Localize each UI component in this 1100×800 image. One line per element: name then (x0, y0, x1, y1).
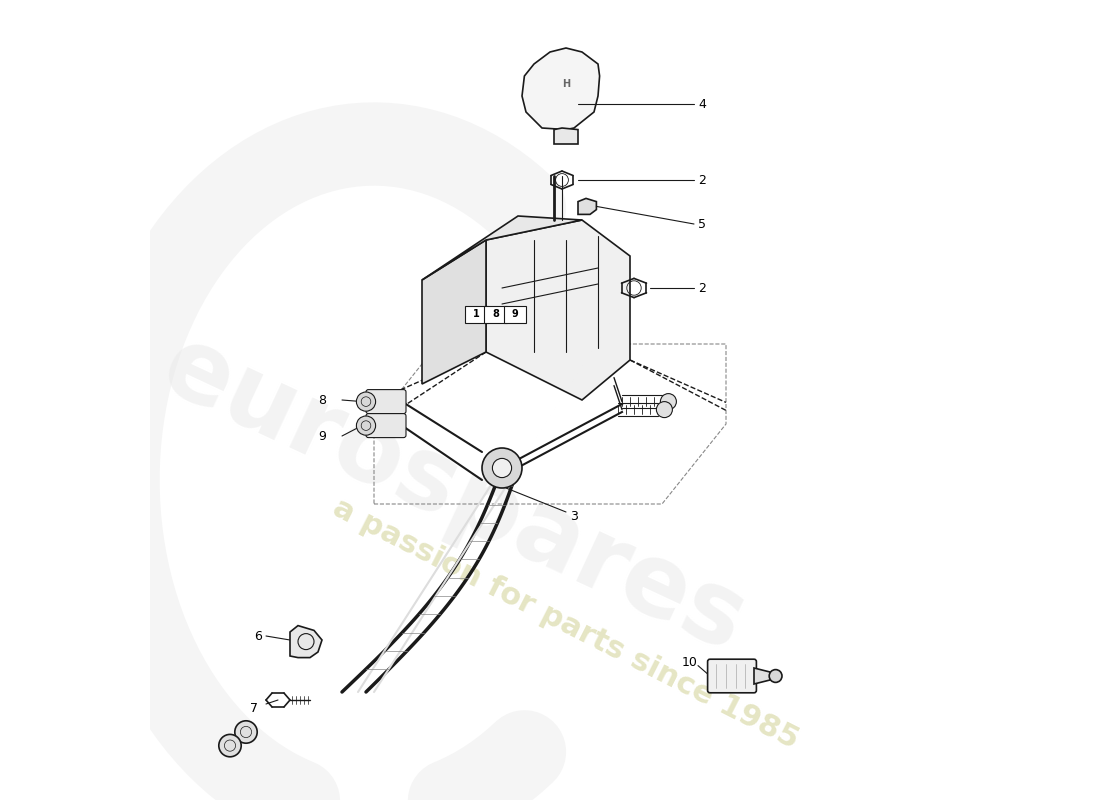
Text: 2: 2 (698, 282, 706, 294)
Text: 9: 9 (318, 430, 326, 442)
Text: 9: 9 (512, 310, 518, 319)
Polygon shape (522, 48, 600, 130)
Polygon shape (754, 668, 770, 684)
Circle shape (657, 402, 672, 418)
FancyBboxPatch shape (707, 659, 757, 693)
Polygon shape (554, 128, 578, 144)
Polygon shape (422, 240, 486, 384)
Text: 4: 4 (698, 98, 706, 110)
Circle shape (234, 721, 257, 743)
Circle shape (356, 416, 375, 435)
Text: 5: 5 (698, 218, 706, 230)
FancyBboxPatch shape (484, 306, 507, 323)
Polygon shape (578, 198, 596, 214)
Polygon shape (290, 626, 322, 658)
Text: 2: 2 (698, 174, 706, 186)
FancyBboxPatch shape (366, 414, 406, 438)
Text: 7: 7 (250, 702, 258, 714)
Text: 8: 8 (492, 310, 499, 319)
Circle shape (493, 458, 512, 478)
Polygon shape (422, 216, 582, 280)
Text: H: H (562, 79, 570, 89)
Text: 1: 1 (473, 310, 480, 319)
FancyBboxPatch shape (366, 390, 406, 414)
Circle shape (660, 394, 676, 410)
Text: 3: 3 (570, 510, 578, 522)
Circle shape (482, 448, 522, 488)
Circle shape (219, 734, 241, 757)
Text: 8: 8 (318, 394, 326, 406)
Text: 10: 10 (682, 656, 698, 669)
FancyBboxPatch shape (465, 306, 487, 323)
Circle shape (769, 670, 782, 682)
Polygon shape (486, 220, 630, 400)
Circle shape (356, 392, 375, 411)
Text: 6: 6 (254, 630, 262, 642)
Text: a passion for parts since 1985: a passion for parts since 1985 (328, 494, 804, 754)
Text: eurospares: eurospares (147, 318, 761, 674)
FancyBboxPatch shape (504, 306, 526, 323)
